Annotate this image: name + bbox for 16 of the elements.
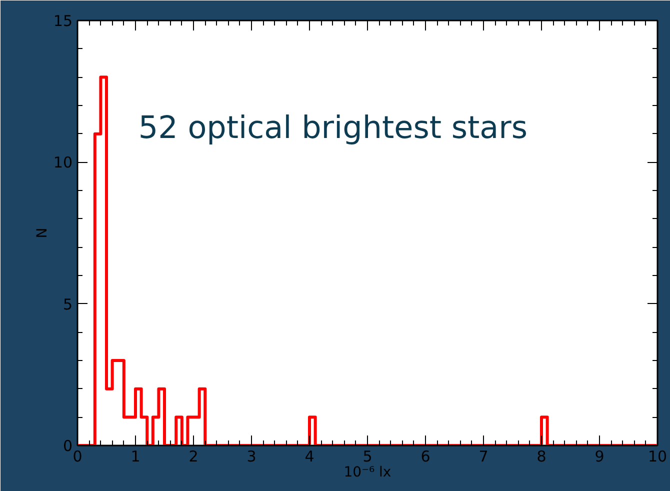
y-tick-label: 15 [53, 12, 73, 30]
x-tick-label: 2 [188, 448, 198, 466]
y-tick-label: 10 [53, 154, 73, 172]
y-tick-label: 5 [62, 295, 73, 314]
x-tick-label: 7 [478, 448, 488, 466]
x-tick-label: 10 [648, 448, 668, 466]
annotation: 52 optical brightest stars [138, 110, 528, 146]
x-tick-label: 5 [362, 448, 372, 466]
x-tick-label: 8 [536, 448, 546, 466]
x-tick-label: 6 [420, 448, 430, 466]
x-axis-title: 10⁻⁶ lx [344, 464, 392, 480]
x-tick-label: 1 [130, 448, 140, 466]
x-tick-label: 9 [594, 448, 604, 466]
x-tick-label: 3 [246, 448, 256, 466]
x-tick-label: 4 [304, 448, 314, 466]
y-axis-title: N [34, 228, 50, 238]
